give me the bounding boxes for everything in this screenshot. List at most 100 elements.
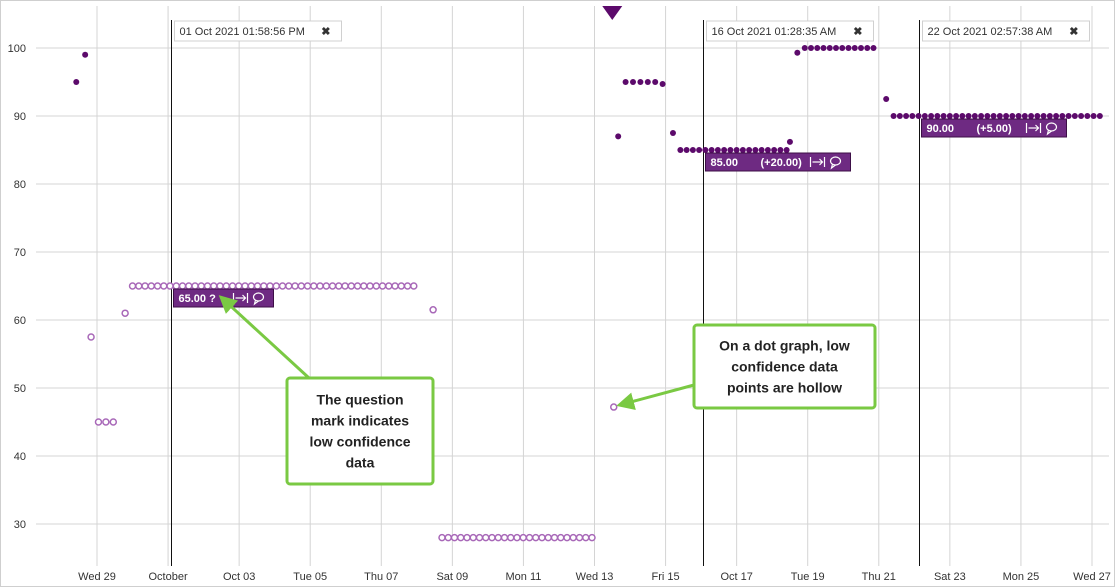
value-delta-text: (+20.00) — [761, 157, 803, 169]
data-point-filled — [1090, 113, 1097, 119]
data-point-hollow — [519, 533, 527, 542]
comment-icon[interactable] — [830, 163, 836, 170]
data-point-filled — [801, 45, 808, 51]
data-point-filled — [883, 96, 890, 102]
data-point-hollow — [544, 533, 552, 542]
data-point-filled — [870, 45, 877, 51]
data-point-filled — [864, 45, 871, 51]
data-point-hollow — [444, 533, 452, 542]
data-point-hollow — [272, 282, 281, 290]
data-point-filled — [689, 147, 696, 153]
data-point-hollow — [147, 282, 156, 290]
data-point-hollow — [538, 533, 546, 542]
cursor-timestamp: 01 Oct 2021 01:58:56 PM — [180, 26, 305, 38]
data-point-filled — [915, 113, 922, 119]
x-tick-label: Thu 07 — [364, 571, 398, 583]
close-icon[interactable]: ✖ — [321, 26, 330, 38]
x-tick-label: Wed 13 — [576, 571, 614, 583]
data-point-filled — [909, 113, 916, 119]
data-point-hollow — [153, 282, 162, 290]
data-point-hollow — [372, 282, 381, 290]
data-point-hollow — [341, 282, 349, 290]
y-tick-label: 100 — [8, 43, 26, 55]
data-point-hollow — [588, 533, 596, 542]
data-point-filled — [1046, 113, 1053, 119]
y-tick-label: 90 — [14, 111, 26, 123]
x-tick-label: Wed 27 — [1073, 571, 1111, 583]
y-tick-label: 60 — [14, 315, 26, 327]
data-point-filled — [890, 113, 897, 119]
data-point-hollow — [260, 282, 268, 290]
data-point-hollow — [438, 533, 446, 542]
data-point-filled — [953, 113, 960, 119]
data-point-filled — [727, 147, 734, 153]
close-icon[interactable]: ✖ — [853, 26, 862, 38]
data-point-filled — [696, 147, 703, 153]
data-point-filled — [896, 113, 903, 119]
data-point-filled — [971, 113, 978, 119]
data-point-filled — [984, 113, 991, 119]
y-tick-label: 80 — [14, 179, 26, 191]
data-point-filled — [1084, 113, 1091, 119]
data-point-filled — [652, 79, 659, 85]
data-point-filled — [940, 113, 947, 119]
x-tick-label: Oct 17 — [720, 571, 752, 583]
data-point-filled — [786, 138, 793, 145]
data-point-filled — [996, 113, 1003, 119]
data-point-hollow — [347, 282, 356, 290]
callout-text: mark indicates — [311, 413, 409, 429]
data-point-hollow — [463, 533, 471, 542]
data-point-hollow — [488, 533, 496, 542]
callout-text: points are hollow — [727, 380, 842, 396]
data-point-filled — [851, 45, 858, 51]
data-point-hollow — [160, 282, 168, 290]
value-label-box[interactable] — [705, 152, 851, 172]
data-point-filled — [959, 113, 966, 119]
data-point-filled — [1040, 113, 1047, 119]
data-point-filled — [946, 113, 953, 119]
data-point-filled — [622, 79, 629, 85]
data-point-filled — [1015, 113, 1022, 119]
span-icon[interactable] — [1035, 124, 1040, 132]
value-labels[interactable]: 65.00 ? 85.00 (+20.00) 90.00 (+5.00) — [173, 118, 1067, 308]
data-point-hollow — [94, 418, 103, 426]
data-point-filled — [677, 147, 684, 153]
cursor-header — [922, 20, 1090, 42]
data-point-filled — [764, 147, 771, 153]
data-point-hollow — [241, 282, 249, 290]
data-point-filled — [1096, 113, 1103, 119]
data-point-hollow — [556, 533, 565, 542]
cursor-header — [174, 20, 342, 42]
data-point-filled — [965, 113, 972, 119]
data-point-filled — [1021, 113, 1028, 119]
comment-icon[interactable] — [1046, 129, 1052, 136]
comment-icon[interactable] — [253, 299, 259, 306]
x-axis: Wed 29 October Oct 03 Tue 05 Thu 07 Sat 09 Mon… — [78, 571, 1111, 583]
y-tick-label: 70 — [14, 247, 26, 259]
span-icon[interactable] — [242, 294, 247, 302]
callout-text: The question — [316, 392, 403, 408]
close-icon[interactable]: ✖ — [1069, 26, 1078, 38]
data-point-hollow — [109, 418, 118, 426]
cursor-lines[interactable]: 01 Oct 2021 01:58:56 PM ✖ 16 Oct 2021 01:2… — [171, 20, 1090, 566]
data-point-filled — [637, 79, 644, 85]
x-tick-label: Mon 11 — [505, 571, 541, 583]
data-point-filled — [1065, 113, 1072, 119]
top-marker-icon[interactable] — [602, 6, 623, 20]
data-point-filled — [1028, 113, 1035, 119]
y-tick-label: 50 — [14, 383, 26, 395]
x-tick-label: Fri 15 — [652, 571, 680, 583]
data-point-filled — [629, 79, 636, 85]
span-icon[interactable] — [819, 158, 824, 166]
data-point-filled — [833, 45, 840, 51]
value-label-box[interactable] — [921, 118, 1067, 138]
data-point-hollow — [297, 282, 306, 290]
data-point-hollow — [581, 533, 590, 542]
data-point-hollow — [450, 533, 459, 542]
data-point-filled — [82, 51, 89, 58]
data-point-hollow — [178, 282, 187, 290]
data-point-hollow — [216, 282, 224, 290]
data-point-hollow — [429, 306, 437, 314]
top-marker[interactable] — [602, 6, 623, 20]
